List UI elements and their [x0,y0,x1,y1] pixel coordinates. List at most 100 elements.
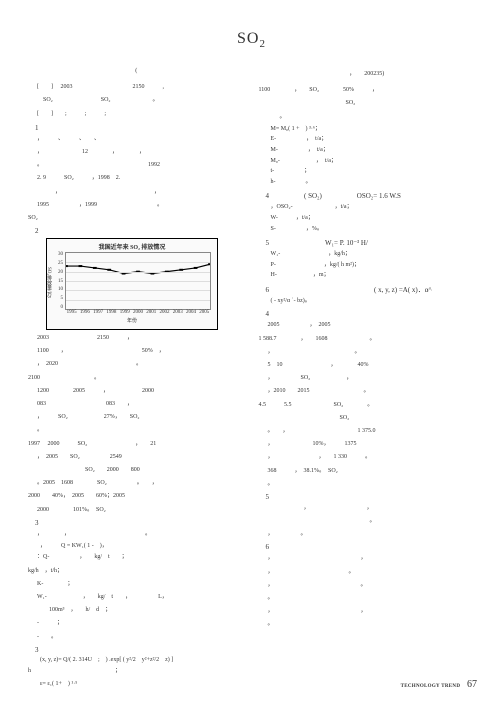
right-meta: ， 200235) [259,68,476,77]
para: 1200 2005 ， 2000 [28,386,245,396]
para: ， ， [259,606,476,616]
footer-label: TECHNOLOGY TREND [401,684,461,689]
para: ， ， [259,503,476,513]
para: 。 [259,593,476,603]
para: ， 。 [259,529,476,539]
para: 2000 101%。 SO₂ [28,505,245,515]
para: kg/h ，t/h； [28,566,245,576]
para: ， SO₂ 27%， SO₂ [28,412,245,422]
page-title: SO2 [28,30,475,50]
para: 100m³ ， h/ d ； [28,605,245,615]
equation: H- ，m； [259,271,476,281]
para: 。2005 1608 SO₂ 。 ， [28,478,245,488]
para: W₁- ， kg/ t ， L， [28,592,245,602]
equation: W₁- ，kg/h； [259,250,476,260]
para: ， 。 [259,567,476,577]
para: [ ] 2003 2150 , [28,82,245,92]
equation: ， Q = KW₁( 1 - )， [28,542,245,552]
para: ， 、 、 、 [28,134,245,144]
para: ， 12 ， ， [28,147,245,157]
para: ， ， [28,187,245,197]
para: 。 [259,516,476,526]
para: 2000 40%， 2005 60%；2005 [28,491,245,501]
heading-1: 1 [28,124,245,132]
equation: ε= ε₁( 1+ ) ¹·⁵ [28,680,245,690]
heading-6b: 6 [259,543,476,551]
equation: ，OSO₂- ，t/a； [259,203,476,213]
para: SO₂ SO₂ 。 [28,95,245,105]
para: ：Q- ， kg/ t ； [28,552,245,562]
equation: M₀- ， t/a； [259,157,476,167]
para: 2005 ， 2005 [259,320,476,330]
heading-3: 3 [28,519,245,527]
chart-title: 我国近年来 SO₂ 排放情况 [51,242,213,251]
equation: (x, y, z)= Q/( 2. 314U ; ) .exp[ ( y²/2 … [28,656,245,666]
chart-plot: SO₂排放量/万t 302520151050 19951996199719981… [51,252,213,322]
heading-5: 5 W₁= P. 10⁻³ H/ [259,238,476,248]
equation: h- 。 [259,178,476,188]
para: ， 10%， 1375 [259,439,476,449]
para: ，2010 2015 。 [259,386,476,396]
equation: ( - xy²/α ˈ- bz)。 [259,297,476,307]
para: 2003 2150 ， [28,333,245,343]
para: SO₂ [259,413,476,423]
para: 4.5 5.5 SO₂ 。 [259,400,476,410]
para: SO₂ [259,98,476,108]
para: h ； [28,666,245,676]
para: 083 083 ， [28,399,245,409]
page-number: 67 [467,679,477,690]
left-meta: ( [28,68,245,74]
heading-6: 6 ( x, y, z) =A( x)．α^ [259,285,476,295]
para: 1100 ， 50% ， [28,346,245,356]
left-column: ( [ ] 2003 2150 , SO₂ SO₂ 。 [ ] ; ; ; 1 … [28,68,245,690]
para: ， ， 。 [28,529,245,539]
para: ， 2005 SO₂ 2549 [28,452,245,462]
para: 。 [28,425,245,435]
heading-3b: 3 [28,646,245,654]
para: 2100 。 [28,373,245,383]
so2-chart: 我国近年来 SO₂ 排放情况 SO₂排放量/万t 302520151050 19… [46,238,218,330]
page-footer: TECHNOLOGY TREND 67 [401,679,477,690]
y-axis: 302520151050 [51,252,63,310]
para: 1995 ，1999 。 [28,200,245,210]
para: SO₂ [28,213,245,223]
para: K- ； [28,579,245,589]
para: ， 2020 。 [28,359,245,369]
para: - ； [28,618,245,628]
equation: t- ； [259,167,476,177]
x-axis-label: 年份 [127,317,137,324]
para: 。 [259,479,476,489]
heading-2: 2 [28,227,245,235]
para: SO₂ 2000 800 [28,465,245,475]
para: ， 。 [259,580,476,590]
equation: P- ，kg/( h m²)； [259,261,476,271]
heading-4: 4 ( SO₂) OSO₂= 1.6 W.S [259,191,476,201]
para: ， ， 1 330 。 [259,452,476,462]
para: 。 [259,619,476,629]
heading-5b: 5 [259,493,476,501]
para: ， ， [259,553,476,563]
equation: W- ，t/a； [259,214,476,224]
equation: M= M₀( 1 + ) ³·⁶； [259,125,476,135]
para: 1 588.7 ， 1608 。 [259,334,476,344]
para: 1100 ， SO₂ 50% ， [259,85,476,95]
para: ， 。 [259,347,476,357]
para: 。 [259,112,476,122]
para: 。 ， 1 375.0 [259,426,476,436]
equation: S- ，%。 [259,225,476,235]
para: 5 10 ， 40% [259,360,476,370]
equation: E- ， t/a； [259,135,476,145]
para: 2. 9 SO₂ ，1998 2. [28,173,245,183]
right-column: ， 200235) 1100 ， SO₂ 50% ， SO₂ 。 M= M₀( … [259,68,476,690]
para: 368 ， 38.1%。 SO₂ [259,466,476,476]
para: ， SO₂ ， [259,373,476,383]
heading-4b: 4 [259,310,476,318]
equation: M- ， t/a； [259,146,476,156]
plot-area [65,252,211,310]
columns: ( [ ] 2003 2150 , SO₂ SO₂ 。 [ ] ; ; ; 1 … [28,68,475,690]
para: 1997 2000 SO₂ ， 21 [28,439,245,449]
para: [ ] ; ; ; [28,109,245,119]
para: 。 1992 [28,160,245,170]
para: - 。 [28,632,245,642]
x-axis: 1995199619971998199920002001200220032004… [65,310,211,322]
